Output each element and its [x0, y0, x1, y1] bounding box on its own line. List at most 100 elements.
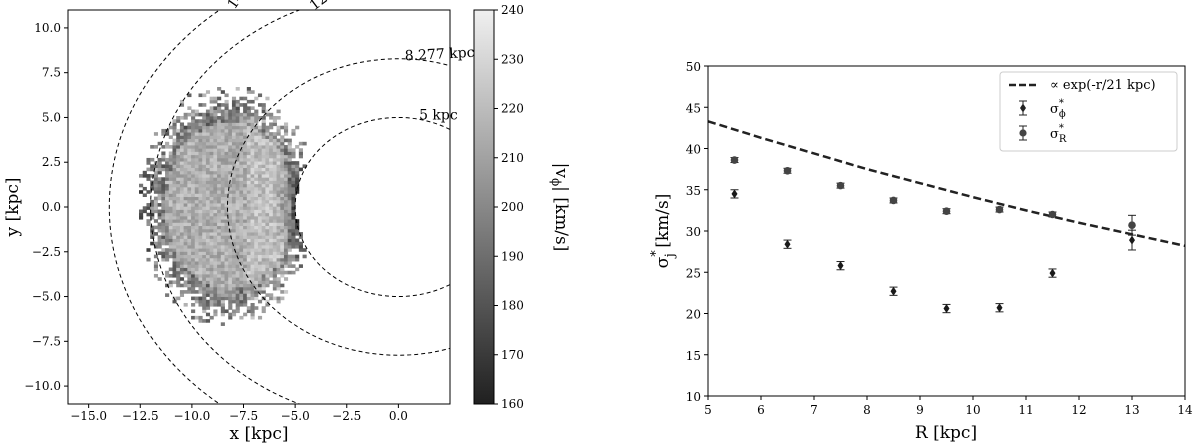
right-x-tick-label: 14: [1177, 403, 1193, 417]
right-x-tick-label: 6: [757, 403, 765, 417]
diamond-marker: [731, 189, 738, 199]
heatmap-cells: [139, 87, 307, 326]
data-point: [1048, 268, 1057, 278]
circle-marker: [889, 196, 898, 205]
colorbar-tick-label: 180: [501, 299, 524, 313]
left-y-axis-label: y [kpc]: [3, 178, 23, 238]
right-y-tick-label: 30: [686, 225, 701, 239]
radius-circle-2: [227, 58, 450, 356]
colorbar-tick-label: 170: [501, 348, 524, 362]
left-x-tick-label: −10.0: [174, 409, 211, 423]
circle-label-1: 12 kpc: [307, 0, 355, 14]
right-y-axis-label: σ*j [km/s]: [649, 194, 678, 269]
data-point: [730, 156, 739, 164]
left-y-tick-label: 0.0: [42, 200, 61, 214]
data-point: [836, 261, 845, 271]
data-point: [889, 196, 898, 205]
left-y-tick-label: −2.5: [32, 245, 61, 259]
left-x-axis-label: x [kpc]: [230, 424, 289, 444]
right-x-tick-label: 10: [965, 403, 980, 417]
colorbar-tick-label: 210: [501, 151, 524, 165]
data-point: [889, 286, 898, 296]
left-x-tick-label: 0.0: [389, 409, 408, 423]
left-x-ticks: −15.0 −12.5 −10.0 −7.5 −5.0 −2.5 0.0: [70, 404, 408, 423]
diamond-marker: [1129, 235, 1135, 245]
legend-phi-marker: [1019, 100, 1027, 116]
circle-marker: [783, 166, 792, 175]
data-point: [836, 181, 845, 190]
left-y-tick-label: 10.0: [34, 21, 61, 35]
right-y-tick-label: 15: [686, 349, 701, 363]
radius-circles: [108, 10, 450, 404]
right-x-tick-label: 12: [1071, 403, 1086, 417]
colorbar-ticks: 240 230 220 210 200 190 180 170 160: [494, 3, 524, 411]
right-y-tick-label: 20: [686, 308, 701, 322]
left-y-tick-label: −7.5: [32, 334, 61, 348]
diamond-marker: [943, 304, 950, 314]
right-x-tick-label: 8: [863, 403, 871, 417]
left-y-tick-label: 2.5: [42, 155, 61, 169]
left-x-tick-label: −5.0: [281, 409, 310, 423]
data-point: [1128, 214, 1136, 236]
right-x-tick-label: 11: [1018, 403, 1033, 417]
colorbar: 240 230 220 210 200 190 180 170 160 |vϕ| [km/s]: [473, 3, 571, 411]
diamond-marker: [784, 239, 791, 249]
data-point: [730, 189, 739, 199]
circle-marker: [836, 181, 845, 190]
colorbar-tick-label: 240: [501, 3, 524, 17]
circle-marker: [730, 156, 739, 164]
data-point: [995, 303, 1004, 313]
colorbar-label: |vϕ| [km/s]: [549, 163, 571, 252]
left-y-ticks: 10.0 7.5 5.0 2.5 0.0 −2.5 −5.0 −7.5 −10.0: [24, 21, 68, 393]
colorbar-tick-label: 200: [501, 200, 524, 214]
diamond-marker: [837, 261, 844, 271]
right-y-tick-label: 40: [686, 143, 701, 157]
radius-circle-0: [108, 10, 221, 404]
legend-phi-label: σ* ϕ: [1050, 98, 1066, 120]
radius-circle-3: [294, 116, 450, 298]
left-panel: −15.0 −12.5 −10.0 −7.5 −5.0 −2.5 0.0 10.0 7.5 5.…: [3, 0, 475, 444]
left-y-tick-label: 5.0: [42, 110, 61, 124]
left-y-tick-label: −10.0: [24, 379, 61, 393]
legend-curve-label: ∝ exp(-r/21 kpc): [1050, 78, 1156, 93]
left-x-tick-label: −12.5: [122, 409, 159, 423]
legend: ∝ exp(-r/21 kpc) σ* ϕ σ* R: [999, 71, 1178, 152]
colorbar-tick-label: 220: [501, 102, 524, 116]
right-y-tick-label: 35: [686, 184, 701, 198]
exp-curve-line: [708, 120, 1185, 248]
diamond-marker: [1049, 268, 1056, 278]
right-y-tick-label: 25: [686, 266, 701, 280]
left-x-tick-label: −2.5: [332, 409, 361, 423]
right-x-tick-label: 7: [810, 403, 818, 417]
colorbar-tick-label: 230: [501, 52, 524, 66]
left-y-tick-label: 7.5: [42, 66, 61, 80]
circle-marker: [1048, 210, 1057, 219]
series-sigma-phi: [730, 189, 1136, 314]
legend-r-marker: [1019, 125, 1027, 141]
data-point: [783, 239, 792, 249]
data-point: [995, 205, 1004, 214]
right-x-tick-label: 9: [916, 403, 924, 417]
series-sigma-r: [730, 156, 1136, 236]
data-point: [942, 207, 951, 215]
diamond-marker: [890, 286, 897, 296]
right-x-axis-label: R [kpc]: [915, 423, 977, 443]
colorbar-tick-label: 190: [501, 249, 524, 263]
circle-label-3: 5 kpc: [419, 107, 458, 123]
left-x-tick-label: −7.5: [229, 409, 258, 423]
exp-curve-group: [708, 120, 1185, 248]
right-y-tick-label: 45: [686, 101, 701, 115]
diamond-marker: [996, 303, 1003, 313]
right-y-tick-label: 50: [686, 60, 701, 74]
legend-box: [999, 71, 1178, 152]
colorbar-tick-label: 160: [501, 397, 524, 411]
right-x-tick-label: 5: [704, 403, 712, 417]
data-point: [783, 166, 792, 175]
right-x-ticks: 5 6 7 8 9 10 11 12 13 14: [704, 396, 1193, 417]
circle-marker: [1128, 221, 1136, 230]
data-series: [730, 156, 1136, 314]
right-y-tick-label: 10: [686, 390, 701, 404]
circle-marker: [942, 207, 951, 215]
circle-label-2: 8.277 kpc: [404, 45, 475, 65]
